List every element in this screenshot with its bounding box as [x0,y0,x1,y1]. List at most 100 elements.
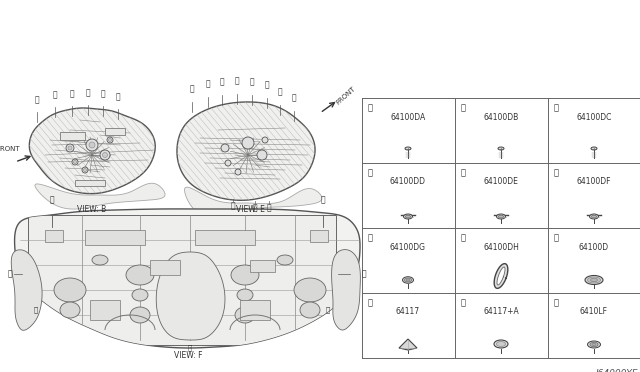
Bar [28,215,336,345]
Ellipse shape [494,340,508,348]
Polygon shape [156,252,225,340]
Ellipse shape [231,265,259,285]
Ellipse shape [404,278,412,282]
Text: Ⓐ: Ⓐ [267,203,271,212]
Text: 64100DB: 64100DB [483,112,518,122]
Text: Ⓐ: Ⓐ [292,93,296,102]
Circle shape [107,137,113,143]
Text: VIEW: E: VIEW: E [236,205,264,215]
Bar [310,230,328,242]
Circle shape [68,146,72,150]
Circle shape [257,150,267,160]
Bar [60,132,85,140]
Text: Ⓗ: Ⓗ [321,195,325,204]
Circle shape [221,144,229,152]
Text: Ⓔ: Ⓔ [326,307,330,313]
Circle shape [66,144,74,152]
Polygon shape [177,102,315,200]
Text: Ⓕ: Ⓕ [554,169,559,177]
Bar [45,230,63,242]
Ellipse shape [591,278,598,282]
Ellipse shape [590,342,598,347]
Ellipse shape [294,278,326,302]
Text: FRONT: FRONT [0,146,20,152]
Circle shape [109,138,111,141]
Ellipse shape [300,302,320,318]
Bar [75,180,105,186]
Polygon shape [494,264,508,288]
Ellipse shape [588,341,600,348]
Text: VIEW: F: VIEW: F [173,350,202,359]
Polygon shape [29,108,156,193]
Text: 64100DC: 64100DC [576,112,612,122]
Ellipse shape [497,341,506,346]
Text: Ⓘ: Ⓘ [235,76,239,85]
Circle shape [74,160,77,164]
Ellipse shape [406,279,410,281]
Polygon shape [12,250,42,330]
Text: VIEW: B: VIEW: B [77,205,107,214]
Text: Ⓐ: Ⓐ [278,87,282,96]
Ellipse shape [497,214,506,219]
Ellipse shape [405,147,411,150]
Text: Ⓓ: Ⓓ [367,169,372,177]
Circle shape [100,150,110,160]
Circle shape [225,160,231,166]
Polygon shape [332,250,360,330]
Circle shape [72,159,78,165]
Ellipse shape [130,307,150,323]
Text: 64100DE: 64100DE [484,177,518,186]
Bar [250,260,275,272]
Bar [90,300,120,320]
Ellipse shape [406,215,410,218]
Ellipse shape [585,276,603,285]
Bar [150,260,180,275]
Polygon shape [15,209,360,348]
Text: Ⓘ: Ⓘ [554,234,559,243]
Text: Ⓘ: Ⓘ [116,92,120,101]
Bar [85,230,145,245]
Text: Ⓐ: Ⓐ [253,203,257,212]
Text: Ⓘ: Ⓘ [220,77,224,86]
Text: Ⓕ: Ⓕ [70,89,74,98]
Circle shape [235,169,241,175]
Ellipse shape [591,147,597,150]
Text: Ⓖ: Ⓖ [367,234,372,243]
Text: Ⓓ: Ⓓ [362,269,366,279]
Bar [240,300,270,320]
Text: Ⓚ: Ⓚ [265,80,269,89]
Ellipse shape [60,302,80,318]
Text: 64117+A: 64117+A [483,308,519,317]
Ellipse shape [592,343,596,346]
Text: Ⓒ: Ⓒ [35,95,39,104]
Text: 64100DG: 64100DG [390,243,426,251]
Ellipse shape [92,255,108,265]
Text: J64000YE: J64000YE [595,369,638,372]
Text: Ⓑ: Ⓑ [461,103,465,112]
Ellipse shape [498,147,504,150]
Circle shape [86,139,98,151]
Circle shape [262,137,268,143]
Circle shape [89,142,95,148]
Ellipse shape [277,255,293,265]
Text: Ⓖ: Ⓖ [188,344,192,351]
Bar [195,230,255,245]
Text: Ⓙ: Ⓙ [189,84,195,93]
Ellipse shape [591,215,596,218]
Circle shape [83,169,86,171]
Text: Ⓛ: Ⓛ [554,298,559,308]
Text: 64100DH: 64100DH [483,243,519,251]
Text: 64100D: 64100D [579,243,609,251]
Text: Ⓔ: Ⓔ [34,307,38,313]
Ellipse shape [499,215,504,218]
Ellipse shape [589,214,598,219]
Polygon shape [497,267,505,285]
Text: 6410LF: 6410LF [580,308,608,317]
Text: Ⓙ: Ⓙ [367,298,372,308]
Text: FRONT: FRONT [335,86,356,106]
Ellipse shape [235,307,255,323]
Text: Ⓒ: Ⓒ [554,103,559,112]
Text: Ⓗ: Ⓗ [50,195,54,204]
Ellipse shape [403,277,413,283]
Ellipse shape [403,214,413,219]
